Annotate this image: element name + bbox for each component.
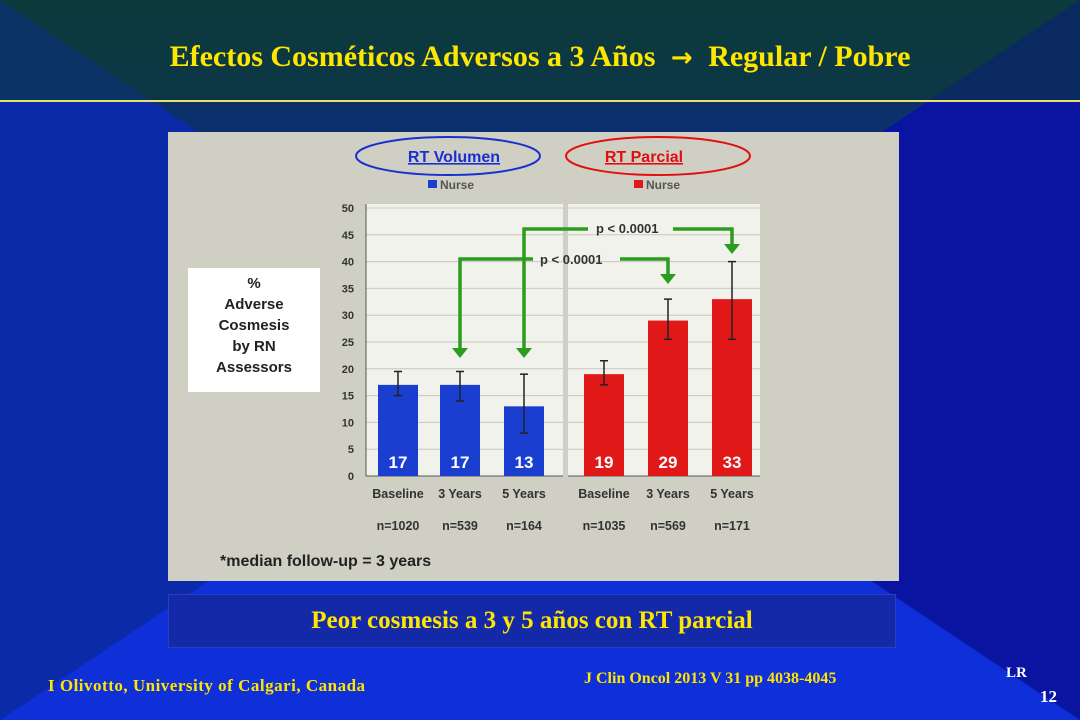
x-tick-label: 5 Years — [710, 487, 754, 501]
chart-panel: 0 5 10 15 20 25 30 35 40 45 50% Adverse Cosmesis by R… — [168, 132, 899, 581]
presenter-initials: LR — [1006, 665, 1027, 681]
slide-number: 12 — [1040, 687, 1057, 706]
comparison-arrow-line — [620, 257, 670, 276]
legend-swatch — [634, 180, 643, 188]
conclusion-banner: Peor cosmesis a 3 y 5 años con RT parcia… — [168, 594, 896, 648]
legend-label: Nurse — [646, 178, 680, 192]
comparison-arrow-head — [452, 348, 468, 358]
group-header: RT Volumen — [408, 149, 500, 166]
chart-footnote: *median follow-up = 3 years — [220, 553, 431, 570]
comparison-arrow-line — [522, 227, 588, 350]
bar-value-label: 17 — [389, 453, 408, 472]
comparison-arrow-head — [516, 348, 532, 358]
y-tick-label: 45 — [342, 230, 354, 242]
bar-value-label: 13 — [515, 453, 534, 472]
y-axis-label-line: Adverse — [224, 296, 283, 313]
title-arrow-icon: → — [670, 43, 693, 73]
sample-size-label: n=164 — [506, 519, 542, 533]
p-value-annotation: p < 0.0001 — [596, 221, 659, 236]
y-tick-label: 0 — [348, 471, 354, 483]
sample-size-label: n=1035 — [583, 519, 626, 533]
journal-citation: J Clin Oncol 2013 V 31 pp 4038-4045 — [584, 670, 837, 687]
title-left: Efectos Cosméticos Adversos a 3 Años — [169, 40, 656, 73]
y-tick-label: 15 — [342, 391, 354, 403]
y-tick-label: 10 — [342, 417, 354, 429]
x-tick-label: Baseline — [372, 487, 423, 501]
bar-value-label: 29 — [659, 453, 678, 472]
comparison-arrow-line — [458, 257, 533, 350]
y-tick-label: 25 — [342, 337, 354, 349]
legend-swatch — [428, 180, 437, 188]
bar-chart: 0 5 10 15 20 25 30 35 40 45 50% Adverse Cosmesis by R… — [188, 136, 760, 570]
group-header: RT Parcial — [605, 149, 683, 166]
y-tick-label: 35 — [342, 283, 354, 295]
bar-value-label: 17 — [451, 453, 470, 472]
p-value-annotation: p < 0.0001 — [540, 252, 603, 267]
sample-size-label: n=539 — [442, 519, 478, 533]
sample-size-label: n=171 — [714, 519, 750, 533]
bar-value-label: 33 — [723, 453, 742, 472]
y-axis-label-box — [188, 268, 320, 392]
y-axis-label-line: by RN — [232, 338, 275, 355]
bar — [378, 384, 418, 476]
x-tick-label: 3 Years — [646, 487, 690, 501]
y-axis-label-line: Cosmesis — [219, 317, 290, 334]
group-header-ellipse — [355, 136, 541, 176]
x-tick-label: Baseline — [578, 487, 629, 501]
sample-size-label: n=1020 — [377, 519, 420, 533]
y-tick-label: 30 — [342, 310, 354, 322]
comparison-arrow-line — [673, 227, 734, 246]
comparison-arrow-head — [724, 244, 740, 254]
y-tick-label: 50 — [342, 203, 354, 215]
x-tick-label: 5 Years — [502, 487, 546, 501]
y-tick-label: 5 — [348, 444, 354, 456]
y-tick-label: 40 — [342, 257, 354, 269]
legend-label: Nurse — [440, 178, 474, 192]
title-right: Regular / Pobre — [708, 40, 911, 73]
bar-value-label: 19 — [595, 453, 614, 472]
bar — [584, 374, 624, 476]
author-credit: I Olivotto, University of Calgari, Canad… — [48, 676, 366, 695]
title-divider — [0, 100, 1080, 102]
sample-size-label: n=569 — [650, 519, 686, 533]
y-axis-label-line: % — [247, 275, 260, 292]
y-tick-label: 20 — [342, 364, 354, 376]
x-tick-label: 3 Years — [438, 487, 482, 501]
group-header-ellipse — [565, 136, 751, 176]
y-axis-label-line: Assessors — [216, 359, 292, 376]
slide-title: Efectos Cosméticos Adversos a 3 Años → R… — [0, 40, 1080, 74]
comparison-arrow-head — [660, 274, 676, 284]
bar — [648, 320, 688, 476]
